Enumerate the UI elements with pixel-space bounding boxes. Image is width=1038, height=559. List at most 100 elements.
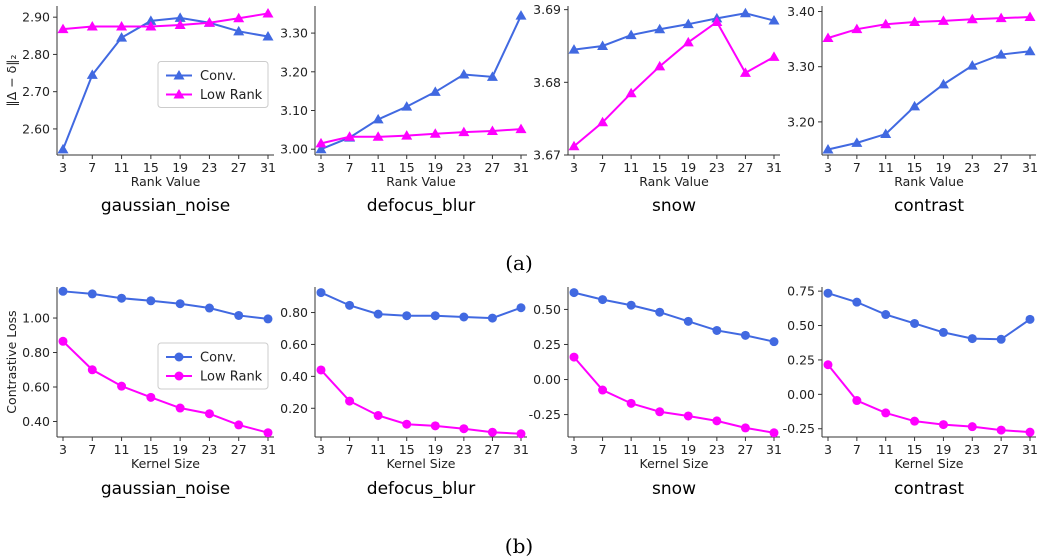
- y-tick-label: 2.80: [22, 47, 50, 62]
- panel-title: snow: [652, 196, 696, 216]
- data-point: [655, 407, 665, 417]
- x-tick-label: 23: [201, 442, 217, 457]
- y-tick-label: 0.40: [280, 369, 308, 384]
- x-tick-label: 3: [824, 442, 832, 457]
- panel-title: defocus_blur: [367, 479, 475, 499]
- x-tick-label: 15: [143, 442, 159, 457]
- x-tick-label: 15: [652, 442, 668, 457]
- legend-label: Low Rank: [200, 370, 263, 385]
- x-tick-label: 27: [231, 442, 247, 457]
- data-point: [117, 293, 127, 303]
- x-tick-label: 31: [260, 160, 276, 175]
- series-line-conv: [573, 291, 775, 343]
- x-tick-label: 11: [114, 442, 130, 457]
- y-tick-label: 2.70: [22, 84, 50, 99]
- x-tick-label: 15: [399, 442, 415, 457]
- series-line-conv: [62, 290, 269, 320]
- x-tick-label: 31: [513, 160, 529, 175]
- x-axis-label: Rank Value: [131, 174, 201, 189]
- x-tick-label: 23: [201, 160, 217, 175]
- legend: Conv. Low Rank: [157, 61, 269, 108]
- x-tick-label: 11: [878, 442, 894, 457]
- data-point: [852, 396, 862, 406]
- x-tick-label: 19: [935, 160, 951, 175]
- data-point: [459, 312, 469, 322]
- series-line-lowrank: [827, 364, 1031, 434]
- y-tick-label: 0.50: [787, 318, 815, 333]
- x-tick-label: 7: [346, 160, 354, 175]
- series-line-conv: [827, 50, 1031, 151]
- y-axis-label: ‖Δ − δ‖₂: [4, 54, 19, 106]
- x-tick-label: 31: [513, 442, 529, 457]
- x-tick-label: 7: [853, 442, 861, 457]
- y-tick-label: 3.20: [280, 64, 308, 79]
- x-tick-label: 27: [231, 160, 247, 175]
- legend-swatch-marker: [173, 70, 185, 80]
- x-tick-label: 23: [964, 160, 980, 175]
- x-tick-label: 23: [709, 160, 725, 175]
- x-tick-label: 7: [599, 442, 607, 457]
- data-point: [316, 288, 326, 298]
- x-tick-label: 31: [260, 442, 276, 457]
- data-point: [768, 15, 780, 25]
- data-point: [881, 408, 891, 418]
- x-tick-label: 11: [370, 160, 386, 175]
- series-line-lowrank: [573, 356, 775, 434]
- x-tick-label: 31: [1022, 442, 1038, 457]
- data-point: [881, 310, 891, 320]
- x-axis-label: Rank Value: [386, 174, 456, 189]
- x-tick-label: 7: [88, 442, 96, 457]
- data-point: [712, 325, 722, 335]
- data-point: [402, 311, 412, 321]
- data-point: [401, 101, 413, 111]
- data-point: [996, 334, 1006, 344]
- data-point: [430, 311, 440, 321]
- data-point: [234, 420, 244, 430]
- data-point: [568, 44, 580, 54]
- data-point: [711, 16, 723, 26]
- data-point: [174, 19, 186, 29]
- data-point: [937, 78, 949, 89]
- y-tick-label: 0.60: [280, 337, 308, 352]
- chart-panel-7: 3 7 11 15 19 23 27 31 -0.25 0.00 0.25 0.50 Kernel Si…: [529, 287, 782, 499]
- caption-a: (a): [505, 251, 533, 275]
- data-point: [851, 137, 863, 147]
- data-point: [233, 25, 245, 36]
- data-point: [740, 330, 750, 340]
- data-point: [58, 336, 68, 346]
- data-point: [487, 313, 497, 323]
- data-point: [234, 310, 244, 320]
- chart-panel-6: 3 7 11 15 19 23 27 31 0.20 0.40 0.60 0.80 Kernel Siz…: [280, 287, 529, 499]
- data-point: [372, 113, 384, 124]
- data-point: [263, 428, 273, 438]
- x-tick-label: 23: [456, 442, 472, 457]
- data-point: [597, 116, 609, 127]
- data-point: [145, 15, 157, 25]
- data-point: [739, 7, 751, 18]
- series-line-lowrank: [62, 12, 269, 31]
- data-point: [262, 7, 274, 18]
- x-tick-label: 27: [737, 160, 753, 175]
- data-point: [57, 23, 69, 34]
- series-line-conv: [320, 291, 522, 320]
- x-tick-label: 19: [427, 442, 443, 457]
- data-point: [233, 12, 245, 23]
- legend-swatch-marker: [173, 89, 185, 99]
- data-point: [486, 71, 498, 81]
- panel-title: gaussian_noise: [101, 196, 230, 216]
- data-point: [204, 409, 214, 419]
- data-point: [683, 411, 693, 421]
- x-tick-label: 27: [737, 442, 753, 457]
- data-point: [880, 18, 892, 29]
- x-tick-label: 15: [143, 160, 159, 175]
- data-point: [598, 295, 608, 305]
- x-axis-label: Kernel Size: [895, 456, 964, 471]
- data-point: [372, 131, 384, 141]
- y-tick-label: -0.25: [529, 407, 561, 422]
- y-tick-label: 0.60: [22, 380, 50, 395]
- legend-label: Conv.: [200, 351, 236, 366]
- chart-panel-1: 3 7 11 15 19 23 27 31 2.60 2.70 2.80 2.90 Rank Value…: [4, 6, 276, 216]
- data-point: [626, 300, 636, 310]
- panel-title: snow: [652, 479, 696, 499]
- data-point: [117, 381, 127, 391]
